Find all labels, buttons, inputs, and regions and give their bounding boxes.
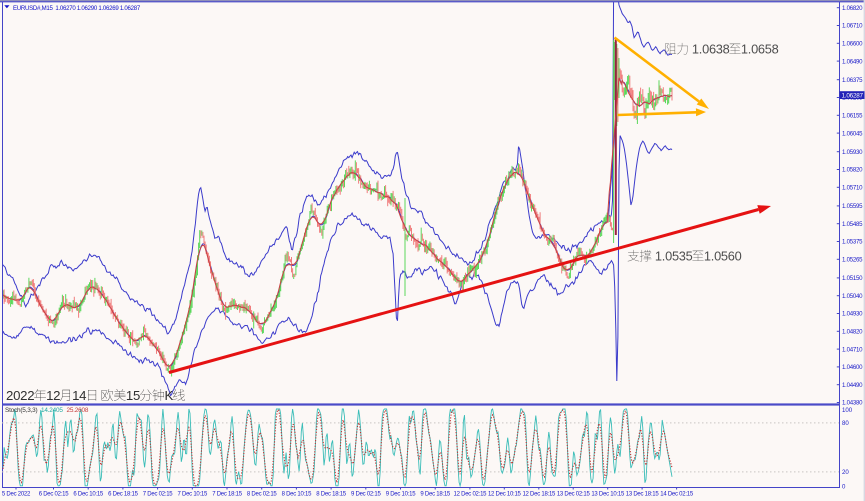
svg-text:9 Dec 02:15: 9 Dec 02:15: [351, 492, 382, 498]
svg-text:7 Dec 18:15: 7 Dec 18:15: [212, 492, 243, 498]
svg-text:1.04820: 1.04820: [842, 329, 863, 336]
svg-text:8 Dec 10:15: 8 Dec 10:15: [282, 492, 313, 498]
svg-text:1.06820: 1.06820: [842, 5, 863, 12]
svg-text:1.06155: 1.06155: [842, 113, 863, 120]
svg-text:1.06710: 1.06710: [842, 23, 863, 30]
svg-text:1.0658: 1.0658: [741, 42, 779, 57]
svg-text:14 Dec 02:15: 14 Dec 02:15: [660, 492, 694, 498]
svg-text:6 Dec 18:15: 6 Dec 18:15: [108, 492, 139, 498]
svg-text:6 Dec 10:15: 6 Dec 10:15: [73, 492, 104, 498]
svg-text:1.05150: 1.05150: [842, 275, 863, 282]
svg-text:14.2405: 14.2405: [41, 407, 63, 414]
svg-text:12 Dec 10:15: 12 Dec 10:15: [488, 492, 522, 498]
svg-text:1.04490: 1.04490: [842, 382, 863, 389]
svg-text:Stoch(5,3,3): Stoch(5,3,3): [5, 407, 37, 414]
svg-text:1.05375: 1.05375: [842, 239, 863, 246]
svg-text:9 Dec 18:15: 9 Dec 18:15: [420, 492, 451, 498]
svg-text:1.04600: 1.04600: [842, 364, 863, 371]
svg-text:20: 20: [842, 469, 849, 476]
svg-text:1.05040: 1.05040: [842, 293, 863, 300]
svg-text:13 Dec 02:15: 13 Dec 02:15: [557, 492, 591, 498]
svg-text:12: 12: [46, 388, 60, 403]
svg-text:12 Dec 18:15: 12 Dec 18:15: [522, 492, 556, 498]
svg-text:1.05265: 1.05265: [842, 257, 863, 264]
svg-text:1.06600: 1.06600: [842, 41, 863, 48]
svg-text:1.0535: 1.0535: [652, 249, 693, 264]
svg-text:1.04930: 1.04930: [842, 311, 863, 318]
svg-text:1.0560: 1.0560: [704, 249, 742, 264]
svg-text:15: 15: [126, 388, 140, 403]
svg-text:25.2608: 25.2608: [67, 407, 89, 414]
svg-text:12 Dec 02:15: 12 Dec 02:15: [454, 492, 488, 498]
svg-text:K: K: [165, 388, 174, 403]
svg-text:7 Dec 10:15: 7 Dec 10:15: [177, 492, 208, 498]
svg-text:1.06375: 1.06375: [842, 77, 863, 84]
svg-text:9 Dec 10:15: 9 Dec 10:15: [386, 492, 417, 498]
svg-text:1.04380: 1.04380: [842, 400, 863, 407]
svg-text:100: 100: [842, 407, 853, 414]
svg-text:13 Dec 18:15: 13 Dec 18:15: [626, 492, 660, 498]
svg-text:1.0638: 1.0638: [689, 42, 730, 57]
svg-text:1.05595: 1.05595: [842, 203, 863, 210]
svg-text:1.06287: 1.06287: [842, 92, 864, 99]
svg-text:2022: 2022: [6, 388, 34, 403]
svg-text:13 Dec 10:15: 13 Dec 10:15: [591, 492, 625, 498]
svg-text:80: 80: [842, 420, 849, 427]
svg-text:7 Dec 02:15: 7 Dec 02:15: [143, 492, 174, 498]
svg-text:1.05820: 1.05820: [842, 167, 863, 174]
svg-text:1.06490: 1.06490: [842, 58, 863, 65]
svg-text:8 Dec 02:15: 8 Dec 02:15: [247, 492, 278, 498]
svg-text:1.05485: 1.05485: [842, 221, 863, 228]
svg-text:6 Dec 02:15: 6 Dec 02:15: [39, 492, 70, 498]
svg-text:EURUSD#,M15 1.06270 1.06290 1: EURUSD#,M15 1.06270 1.06290 1.06269 1.06…: [13, 5, 141, 12]
svg-text:1.05710: 1.05710: [842, 185, 863, 192]
svg-text:1.05930: 1.05930: [842, 149, 863, 156]
svg-text:0: 0: [842, 483, 846, 490]
svg-text:5 Dec 2022: 5 Dec 2022: [2, 492, 31, 498]
svg-text:1.04710: 1.04710: [842, 346, 863, 353]
svg-text:14: 14: [72, 388, 86, 403]
svg-text:1.06045: 1.06045: [842, 130, 863, 137]
svg-text:8 Dec 18:15: 8 Dec 18:15: [316, 492, 347, 498]
